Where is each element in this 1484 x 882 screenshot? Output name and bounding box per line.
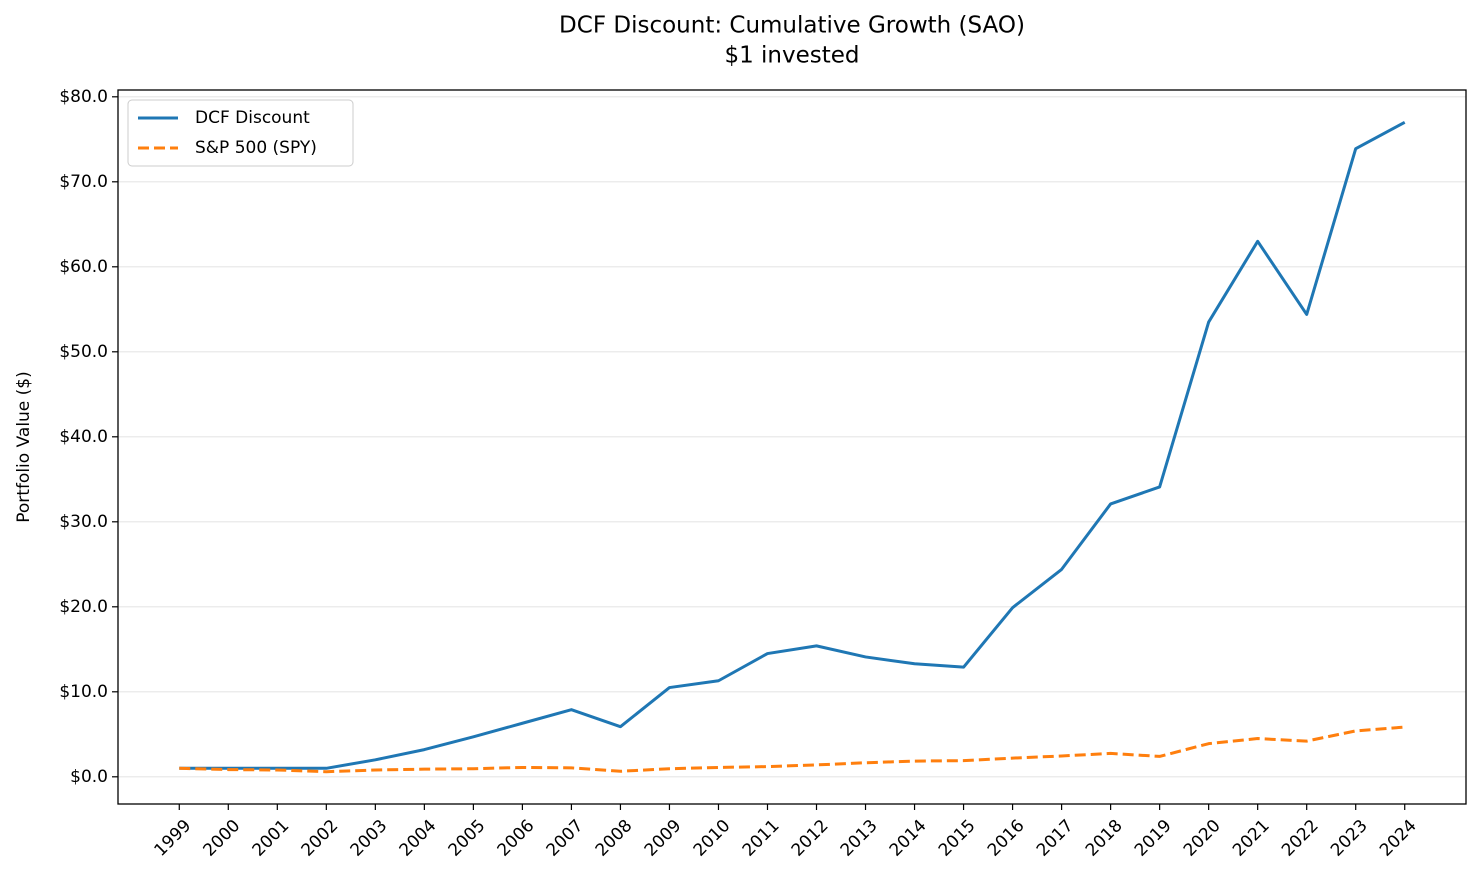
y-tick-label: $0.0 (70, 767, 108, 787)
x-tick-label: 2017 (1033, 816, 1078, 861)
x-tick-label: 2000 (200, 816, 245, 861)
x-tick-label: 2001 (249, 816, 294, 861)
legend-box (127, 99, 354, 167)
x-tick-label: 2021 (1229, 816, 1274, 861)
data-line (179, 120, 1406, 770)
x-tick-label: 2012 (788, 816, 833, 861)
y-tick-label: $10.0 (59, 682, 108, 702)
x-tick-label: 2005 (445, 816, 490, 861)
x-tick-label: 2024 (1376, 816, 1421, 861)
chart-subtitle: $1 invested (724, 43, 859, 69)
y-tick-label: $50.0 (59, 342, 108, 362)
x-tick-label: 2003 (347, 816, 392, 861)
x-tick-label: 2018 (1082, 816, 1127, 861)
legend-label: DCF Discount (195, 108, 310, 128)
x-tick-label: 2023 (1327, 816, 1372, 861)
x-tick-label: 2020 (1180, 816, 1225, 861)
y-tick-label: $80.0 (59, 87, 108, 107)
y-axis-label: Portfolio Value ($) (14, 371, 34, 523)
y-tick-label: $20.0 (59, 597, 108, 617)
x-tick-label: 2006 (494, 816, 539, 861)
x-tick-label: 2014 (886, 816, 931, 861)
x-tick-label: 2008 (592, 816, 637, 861)
y-tick-label: $60.0 (59, 257, 108, 277)
y-tick-label: $70.0 (59, 172, 108, 192)
x-tick-label: 2015 (935, 816, 980, 861)
legend-label: S&P 500 (SPY) (195, 138, 317, 158)
x-tick-label: 2009 (641, 816, 686, 861)
x-tick-label: 2019 (1131, 816, 1176, 861)
x-tick-label: 2007 (543, 816, 588, 861)
plot-frame (117, 89, 1467, 805)
x-tick-label: 2011 (739, 816, 784, 861)
x-tick-label: 2010 (690, 816, 735, 861)
x-tick-label: 2002 (298, 816, 343, 861)
data-line (179, 725, 1405, 774)
x-tick-label: 1999 (151, 816, 196, 861)
y-tick-label: $40.0 (59, 427, 108, 447)
x-tick-label: 2013 (837, 816, 882, 861)
chart-title: DCF Discount: Cumulative Growth (SAO) (559, 13, 1025, 39)
x-tick-label: 2016 (984, 816, 1029, 861)
y-tick-label: $30.0 (59, 512, 108, 532)
x-tick-label: 2022 (1278, 816, 1323, 861)
x-tick-label: 2004 (396, 816, 441, 861)
